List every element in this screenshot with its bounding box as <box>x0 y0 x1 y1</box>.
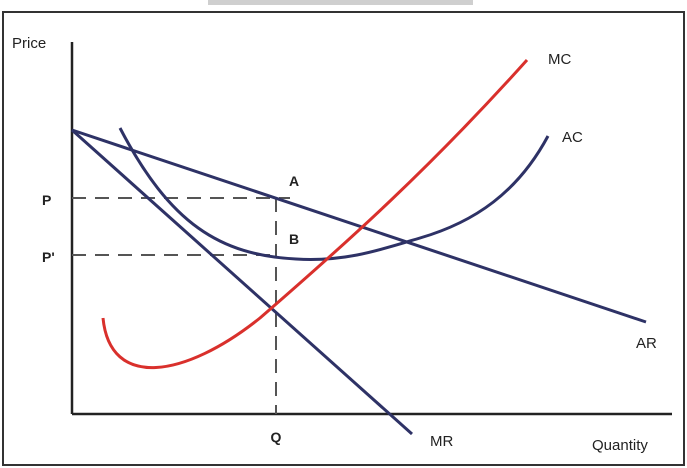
ac-curve <box>118 127 550 261</box>
mc-curve <box>101 58 529 369</box>
x-axis-label: Quantity <box>592 437 648 454</box>
mr-curve-label: MR <box>430 433 453 450</box>
point-b-label: B <box>289 231 299 247</box>
mr-curve <box>71 128 413 436</box>
quantity-marker-label: Q <box>271 429 282 445</box>
point-a-label: A <box>289 173 299 189</box>
y-axis-label: Price <box>12 35 46 52</box>
ar-curve-label: AR <box>636 335 657 352</box>
lower-price-label: P' <box>42 249 55 265</box>
upper-price-label: P <box>42 192 51 208</box>
diagram-frame <box>2 11 685 466</box>
cropped-caption-strip <box>208 0 473 5</box>
ac-curve-label: AC <box>562 129 583 146</box>
ar-curve <box>71 128 647 324</box>
mc-curve-label: MC <box>548 51 571 68</box>
